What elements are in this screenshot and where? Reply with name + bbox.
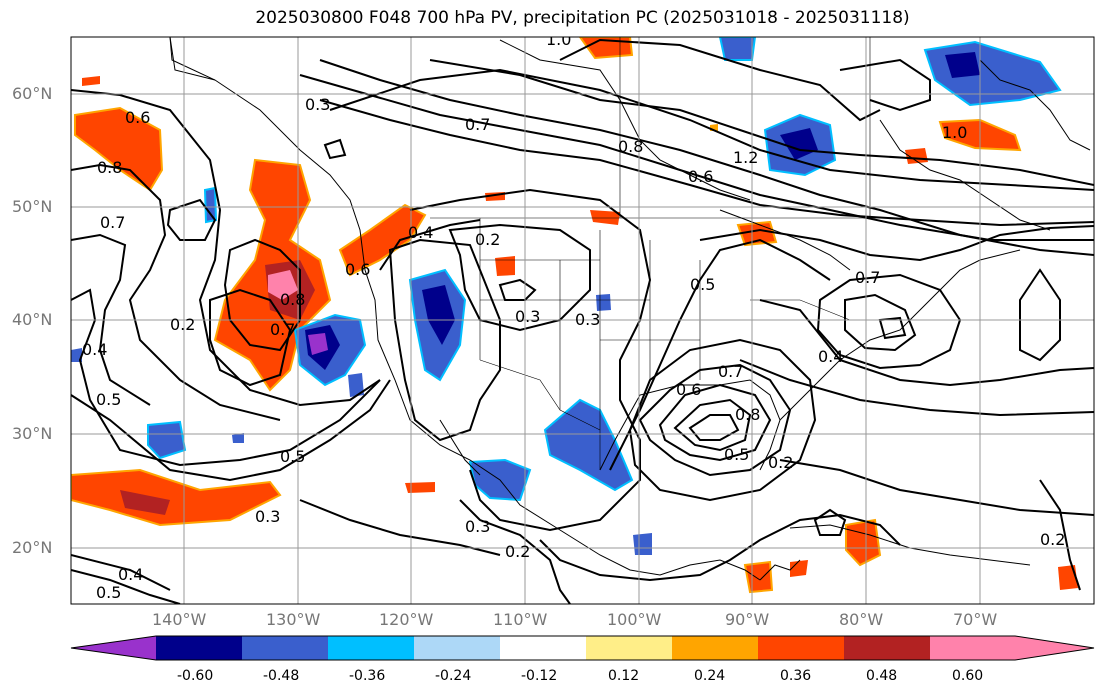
colorbar-bin bbox=[844, 636, 930, 660]
contour-label: 0.6 bbox=[676, 380, 701, 399]
colorbar-bin bbox=[586, 636, 672, 660]
lat-label: 20°N bbox=[12, 538, 53, 557]
contour-label: 0.4 bbox=[818, 347, 843, 366]
contour-label: 0.2 bbox=[1040, 530, 1065, 549]
lat-label: 50°N bbox=[12, 197, 53, 216]
contour-label: 0.5 bbox=[690, 275, 715, 294]
lon-label: 70°W bbox=[953, 610, 998, 629]
contour-label: 0.8 bbox=[280, 290, 305, 309]
colorbar-tick-label: 0.36 bbox=[780, 668, 812, 684]
lat-label: 40°N bbox=[12, 310, 53, 329]
colorbar-bin bbox=[672, 636, 758, 660]
contour-label: 0.7 bbox=[100, 213, 125, 232]
contour-label: 0.3 bbox=[255, 507, 280, 526]
colorbar-extend-high bbox=[930, 636, 1094, 660]
contour-label: 0.2 bbox=[475, 230, 500, 249]
contour-label: 0.5 bbox=[96, 390, 121, 409]
lon-label: 110°W bbox=[493, 610, 548, 629]
contour-label: 0.5 bbox=[724, 445, 749, 464]
colorbar-bin bbox=[328, 636, 414, 660]
contour-label: 0.5 bbox=[280, 447, 305, 466]
lon-label: 140°W bbox=[152, 610, 207, 629]
colorbar-tick-label: 0.12 bbox=[608, 668, 640, 684]
lon-label: 100°W bbox=[607, 610, 662, 629]
contour-label: 0.2 bbox=[170, 315, 195, 334]
colorbar-tick-label: -0.48 bbox=[263, 668, 300, 684]
colorbar-bin bbox=[758, 636, 844, 660]
colorbar-bin bbox=[156, 636, 242, 660]
contour-label: 0.6 bbox=[345, 260, 370, 279]
contour-label: 0.3 bbox=[515, 307, 540, 326]
pv-contours bbox=[71, 38, 1094, 604]
colorbar-bin bbox=[414, 636, 500, 660]
contour-label: 1.0 bbox=[546, 30, 571, 49]
lon-label: 120°W bbox=[379, 610, 434, 629]
precip-positive bbox=[71, 37, 1078, 594]
colorbar-tick-label: -0.24 bbox=[435, 668, 472, 684]
lon-label: 130°W bbox=[266, 610, 321, 629]
contour-labels: 1.0 0.6 0.8 0.7 0.3 0.7 0.8 1.2 0.6 1.0 … bbox=[82, 30, 1065, 602]
colorbar-bin bbox=[242, 636, 328, 660]
contour-label: 0.5 bbox=[96, 583, 121, 602]
lat-label: 30°N bbox=[12, 424, 53, 443]
colorbar-tick-label: -0.36 bbox=[349, 668, 386, 684]
contour-label: 0.7 bbox=[718, 362, 743, 381]
contour-label: 0.7 bbox=[270, 320, 295, 339]
colorbar-tick-label: -0.12 bbox=[521, 668, 558, 684]
contour-label: 0.4 bbox=[82, 340, 107, 359]
map-title: 2025030800 F048 700 hPa PV, precipitatio… bbox=[255, 8, 910, 28]
contour-label: 0.7 bbox=[465, 115, 490, 134]
contour-label: 0.2 bbox=[505, 542, 530, 561]
colorbar-bin bbox=[500, 636, 586, 660]
colorbar-tick-label: 0.48 bbox=[866, 668, 898, 684]
contour-label: 0.8 bbox=[97, 158, 122, 177]
contour-label: 0.4 bbox=[408, 223, 433, 242]
contour-label: 0.8 bbox=[735, 405, 760, 424]
contour-label: 0.3 bbox=[465, 517, 490, 536]
contour-label: 0.2 bbox=[768, 453, 793, 472]
contour-label: 0.6 bbox=[125, 108, 150, 127]
colorbar-tick-label: 0.24 bbox=[694, 668, 726, 684]
political-borders bbox=[430, 37, 880, 470]
graticule bbox=[71, 37, 1094, 604]
colorbar-tick-label: -0.60 bbox=[177, 668, 214, 684]
map-frame bbox=[70, 36, 1095, 605]
contour-label: 0.4 bbox=[118, 565, 143, 584]
lon-label: 80°W bbox=[839, 610, 884, 629]
contour-label: 0.3 bbox=[575, 310, 600, 329]
colorbar-tick-label: 0.60 bbox=[952, 668, 984, 684]
contour-label: 1.0 bbox=[942, 123, 967, 142]
contour-label: 0.6 bbox=[688, 167, 713, 186]
contour-label: 0.3 bbox=[305, 95, 330, 114]
map-area: 1.0 0.6 0.8 0.7 0.3 0.7 0.8 1.2 0.6 1.0 … bbox=[71, 30, 1094, 604]
lat-label: 60°N bbox=[12, 84, 53, 103]
lon-label: 90°W bbox=[725, 610, 770, 629]
contour-label: 1.2 bbox=[733, 148, 758, 167]
colorbar-extend-low bbox=[71, 636, 156, 660]
contour-label: 0.7 bbox=[855, 268, 880, 287]
contour-label: 0.8 bbox=[618, 137, 643, 156]
colorbar bbox=[70, 635, 1095, 661]
